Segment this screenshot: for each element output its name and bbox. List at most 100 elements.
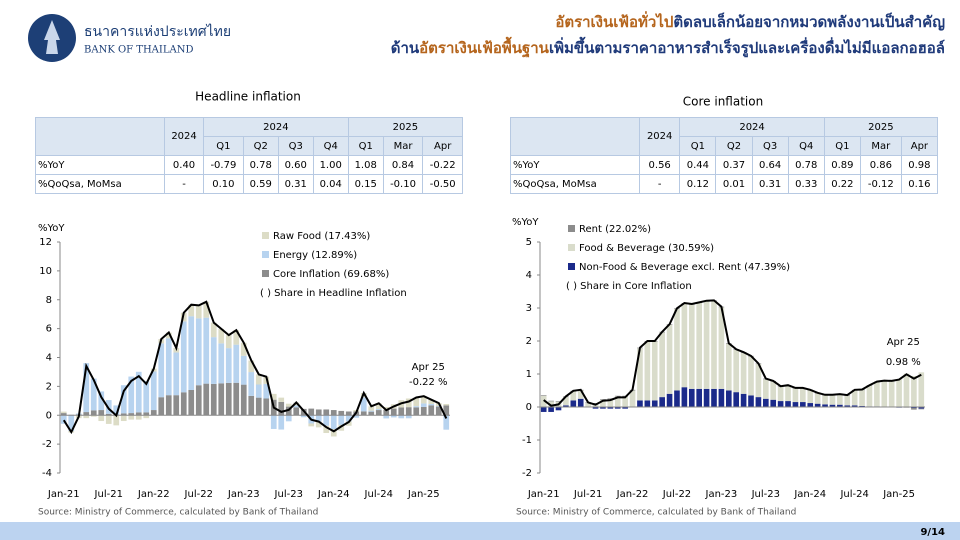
- bar-segment: [770, 399, 777, 407]
- bar-segment: [540, 395, 547, 396]
- y-tick-label: 6: [46, 324, 52, 335]
- cell: 0.04: [312, 174, 349, 194]
- title-segment: ด้าน: [391, 39, 420, 57]
- header-cell: Q3: [277, 136, 314, 156]
- bar-segment: [659, 397, 665, 407]
- bar-segment: [629, 390, 636, 407]
- bar-segment: [844, 405, 851, 407]
- bar-segment: [210, 322, 217, 338]
- legend-label: Non-Food & Beverage excl. Rent (47.39%): [579, 262, 790, 273]
- bar-segment: [203, 301, 210, 318]
- cell: 0.10: [203, 174, 244, 194]
- cell: -: [638, 174, 681, 194]
- bar-segment: [188, 316, 195, 390]
- y-tick-label: -1: [522, 435, 532, 446]
- legend-label: Energy (12.89%): [273, 250, 357, 261]
- bar-segment: [918, 372, 925, 407]
- bar-segment: [592, 403, 599, 404]
- bar-segment: [293, 407, 300, 416]
- bar-segment: [540, 395, 547, 407]
- bar-segment: [120, 385, 127, 414]
- x-tick-label: Jan-23: [705, 489, 738, 500]
- bar-segment: [443, 403, 450, 406]
- bar-segment: [800, 402, 806, 407]
- bar-segment: [195, 385, 202, 416]
- header-cell: Q4: [312, 136, 349, 156]
- bar-segment: [570, 400, 577, 407]
- bar-segment: [688, 304, 695, 389]
- bar-segment: [711, 301, 717, 389]
- cell: 0.22: [823, 174, 861, 194]
- bar-segment: [420, 396, 427, 404]
- bar-segment: [770, 381, 777, 400]
- bar-segment: [368, 411, 375, 416]
- bar-segment: [681, 387, 688, 407]
- bar-segment: [829, 404, 836, 407]
- bar-segment: [555, 401, 562, 402]
- bar-segment: [173, 395, 180, 416]
- row-label: %QoQsa, MoMsa: [35, 174, 165, 194]
- title-segment: อัตราเงินเฟ้อพื้นฐาน: [419, 36, 550, 58]
- bar-segment: [428, 405, 435, 416]
- bar-segment: [703, 388, 710, 407]
- page-number: 9/14: [920, 527, 945, 538]
- bar-segment: [829, 395, 836, 405]
- bar-segment: [113, 405, 120, 415]
- header-row: 2024 2024 2025: [35, 117, 464, 156]
- header-cell: Q2: [715, 136, 753, 156]
- bar-segment: [188, 304, 195, 317]
- bar-segment: [740, 352, 747, 394]
- cell: 0.59: [242, 174, 279, 194]
- cell: -0.79: [203, 155, 244, 175]
- bar-segment: [278, 401, 285, 416]
- cell: 0.78: [242, 155, 279, 175]
- bar-segment: [577, 390, 584, 399]
- cell: 0.40: [163, 155, 205, 175]
- bar-segment: [270, 415, 277, 429]
- bar-segment: [405, 407, 412, 416]
- bar-segment: [375, 403, 382, 410]
- data-table: 2024 2024 2025 Q1 Q2 Q3 Q4 Q1 Mar Apr %YoY 0.56 0.44…: [510, 117, 939, 194]
- data-row: %YoY 0.56 0.44 0.37 0.64 0.78 0.89 0.86 0.98: [510, 155, 939, 175]
- bar-segment: [822, 404, 828, 407]
- bar-segment: [651, 400, 658, 407]
- bar-segment: [696, 303, 702, 389]
- bar-segment: [203, 383, 210, 416]
- annotation: -0.22 %: [409, 377, 448, 388]
- bar-segment: [203, 317, 210, 384]
- bar-segment: [60, 411, 67, 414]
- legend-swatch: [262, 251, 269, 258]
- data-row: %QoQsa, MoMsa -0.10 0.59 0.31 0.04 0.15 -0.10-…: [35, 174, 463, 194]
- row-label: %QoQsa, MoMsa: [510, 174, 640, 194]
- bar-segment: [285, 403, 292, 407]
- cell: 0.60: [277, 155, 314, 175]
- bar-segment: [748, 356, 754, 396]
- table-title: Headline inflation: [195, 90, 301, 104]
- y-tick-label: -2: [42, 439, 52, 450]
- cell: -0.22: [422, 155, 463, 175]
- bar-segment: [413, 397, 420, 407]
- bar-segment: [763, 379, 769, 399]
- bar-segment: [218, 328, 225, 344]
- bar-segment: [293, 405, 300, 408]
- cell: -0.50: [422, 174, 463, 194]
- bar-segment: [674, 390, 680, 407]
- bar-segment: [822, 395, 828, 405]
- header-cell: 2024: [679, 117, 825, 137]
- legend-label: Rent (22.02%): [579, 224, 651, 235]
- bar-segment: [338, 415, 345, 425]
- bar-segment: [210, 383, 217, 416]
- bar-segment: [918, 408, 925, 410]
- title-segment: อัตราเงินเฟ้อทั่วไป: [555, 11, 673, 31]
- bar-segment: [195, 318, 202, 386]
- logo-emblem: [44, 20, 60, 54]
- y-axis-label: %YoY: [512, 217, 539, 228]
- bar-segment: [315, 421, 322, 428]
- bar-segment: [165, 395, 172, 416]
- y-tick-label: 10: [39, 266, 52, 277]
- cell: 1.08: [347, 155, 384, 175]
- bar-segment: [859, 390, 865, 407]
- bar-segment: [323, 425, 330, 434]
- bar-segment: [338, 424, 345, 431]
